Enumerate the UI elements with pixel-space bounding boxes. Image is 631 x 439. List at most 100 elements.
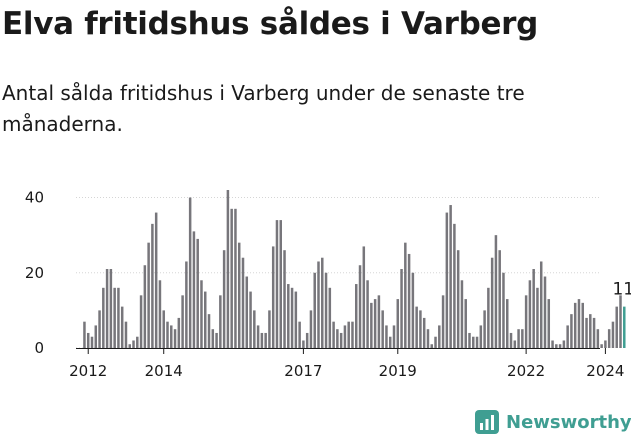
bar <box>162 310 165 348</box>
bar <box>502 272 505 348</box>
bar <box>86 332 90 348</box>
bar <box>154 212 158 348</box>
bar <box>566 325 569 348</box>
bar <box>615 306 618 348</box>
y-tick-label: 40 <box>25 189 44 207</box>
bar <box>400 269 403 348</box>
bar <box>558 344 562 348</box>
bar <box>532 269 535 348</box>
bar <box>253 310 256 348</box>
bar <box>619 295 622 348</box>
bar <box>219 295 222 348</box>
bar <box>438 325 441 348</box>
bar <box>336 329 339 348</box>
y-axis-labels: 0 20 40 <box>25 189 44 357</box>
bar <box>234 208 237 348</box>
y-tick-label: 20 <box>25 264 44 282</box>
chart-subtitle: Antal sålda fritidshus i Varberg under d… <box>2 81 525 136</box>
bar <box>419 310 422 348</box>
bar <box>264 332 267 348</box>
bar <box>581 302 584 348</box>
bar <box>173 329 177 348</box>
bar <box>464 299 467 348</box>
bar <box>192 231 196 348</box>
bar <box>388 336 392 348</box>
newsworthy-chart-logo-icon <box>475 410 499 434</box>
bar <box>589 314 592 348</box>
bar <box>305 332 309 348</box>
bar <box>551 340 554 348</box>
bar <box>230 208 233 348</box>
x-tick-label: 2017 <box>284 362 322 380</box>
bar <box>600 344 603 348</box>
last-value-label: 11 <box>612 280 631 300</box>
bar <box>422 317 426 348</box>
bar <box>166 321 169 348</box>
bar <box>441 295 445 348</box>
bar <box>249 291 252 348</box>
bar <box>607 329 611 348</box>
bar <box>245 276 249 348</box>
bar <box>468 332 471 348</box>
bar <box>506 299 509 348</box>
bar <box>120 306 124 348</box>
bar <box>573 302 577 348</box>
annotations: 11 <box>612 280 631 300</box>
bar <box>373 299 377 348</box>
bar <box>524 295 528 348</box>
bar <box>604 340 607 348</box>
bar <box>290 287 294 348</box>
newsworthy-brand[interactable]: Newsworthy <box>475 407 631 437</box>
bar <box>271 246 275 348</box>
bar <box>83 321 86 348</box>
bar <box>536 287 539 348</box>
bar <box>256 325 260 348</box>
bar <box>543 276 547 348</box>
bar <box>185 261 188 348</box>
x-axis: 2012 2014 2017 2019 2022 2024 <box>69 348 624 380</box>
bar <box>381 310 384 348</box>
chart-title: Elva fritidshus såldes i Varberg <box>2 6 539 42</box>
bar <box>453 223 456 348</box>
x-tick-label: 2019 <box>379 362 417 380</box>
bar <box>475 336 479 348</box>
bar <box>494 235 498 348</box>
bar <box>136 336 139 348</box>
bar <box>445 212 449 348</box>
bar <box>449 205 452 348</box>
bar <box>355 284 358 348</box>
bar <box>479 325 483 348</box>
bar <box>177 317 181 348</box>
bar <box>332 321 335 348</box>
bar <box>487 287 490 348</box>
bar <box>396 299 400 348</box>
bar <box>204 291 207 348</box>
bar <box>623 306 626 348</box>
x-tick-label: 2012 <box>69 362 107 380</box>
bar <box>509 332 513 348</box>
bar <box>279 220 282 348</box>
bar <box>241 257 245 348</box>
bar <box>313 272 316 348</box>
bar <box>596 329 600 348</box>
bar <box>268 310 271 348</box>
bar <box>585 317 588 348</box>
bar <box>117 287 120 348</box>
bar <box>339 332 343 348</box>
bar <box>490 257 494 348</box>
bar <box>90 336 94 348</box>
bar <box>158 280 162 348</box>
bar <box>196 238 199 348</box>
bar <box>287 284 290 348</box>
bar <box>124 321 128 348</box>
bar <box>275 220 279 348</box>
bar <box>472 336 475 348</box>
bar <box>562 340 566 348</box>
bar <box>317 261 320 348</box>
bar <box>483 310 486 348</box>
bar <box>237 242 241 348</box>
bar <box>411 272 415 348</box>
bar <box>302 340 305 348</box>
bar <box>358 265 362 348</box>
bar <box>98 310 101 348</box>
